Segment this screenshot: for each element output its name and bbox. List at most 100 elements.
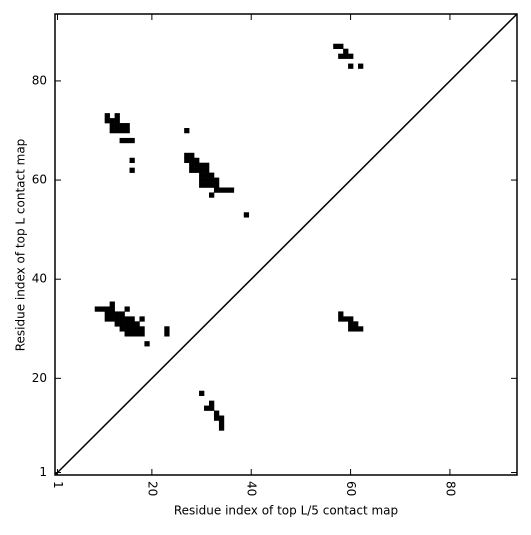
contact-cell bbox=[213, 415, 220, 421]
contact-cell bbox=[129, 167, 135, 173]
contact-cell bbox=[209, 400, 215, 406]
contact-cell bbox=[218, 415, 225, 421]
contact-cell bbox=[129, 331, 135, 337]
contact-cell bbox=[94, 306, 101, 312]
plot-frame bbox=[54, 13, 518, 476]
contact-cell bbox=[199, 167, 205, 173]
contact-cell bbox=[213, 410, 220, 416]
contact-cell bbox=[189, 157, 195, 164]
contact-cell bbox=[114, 113, 120, 119]
contact-cell bbox=[119, 316, 125, 322]
contact-cell bbox=[189, 167, 195, 173]
contact-cell bbox=[218, 187, 225, 193]
contact-cell bbox=[184, 152, 190, 159]
y-tick-label: 60 bbox=[32, 173, 47, 187]
x-tick-label: 40 bbox=[245, 481, 259, 496]
contact-cell bbox=[119, 128, 125, 134]
contact-cell bbox=[129, 157, 135, 164]
contact-cell bbox=[213, 177, 220, 183]
contact-cell bbox=[204, 172, 210, 178]
contact-cell bbox=[189, 162, 195, 168]
contact-cell bbox=[124, 316, 130, 322]
contact-cell bbox=[204, 167, 210, 173]
x-axis-label: Residue index of top L/5 contact map bbox=[174, 504, 398, 518]
contact-cell bbox=[109, 301, 115, 307]
contact-cell bbox=[199, 390, 205, 396]
contact-cell bbox=[199, 177, 205, 183]
contact-cell bbox=[144, 341, 150, 347]
contact-cell bbox=[119, 311, 125, 317]
contact-cell bbox=[228, 187, 235, 193]
contact-cell bbox=[204, 182, 210, 188]
contact-cell bbox=[114, 118, 120, 124]
contact-cell bbox=[343, 53, 349, 59]
contact-cell bbox=[184, 157, 190, 164]
contact-cell bbox=[114, 321, 120, 327]
contact-cell bbox=[213, 187, 220, 193]
contact-cell bbox=[194, 162, 200, 168]
contact-cell bbox=[124, 326, 130, 332]
contact-cell bbox=[204, 177, 210, 183]
contact-cell bbox=[114, 316, 120, 322]
contact-cell bbox=[139, 326, 145, 332]
contact-cell bbox=[338, 43, 344, 49]
contact-cell bbox=[139, 331, 145, 337]
contact-cell bbox=[199, 172, 205, 178]
contact-cell bbox=[164, 331, 170, 337]
contact-cell bbox=[164, 326, 170, 332]
contact-cell bbox=[348, 326, 354, 332]
contact-cell bbox=[124, 331, 130, 337]
contact-cell bbox=[184, 128, 190, 134]
contact-cell bbox=[348, 53, 354, 59]
contact-cell bbox=[119, 123, 125, 129]
contact-cell bbox=[338, 316, 344, 322]
contact-cell bbox=[189, 152, 195, 159]
contact-cell bbox=[139, 316, 145, 322]
y-axis-label: Residue index of top L contact map bbox=[14, 139, 28, 352]
x-tick-label: 60 bbox=[344, 481, 358, 496]
contact-cell bbox=[338, 53, 344, 59]
contact-cell bbox=[204, 405, 210, 411]
contact-cell bbox=[209, 192, 215, 198]
contact-cell bbox=[124, 137, 130, 144]
contact-cell bbox=[209, 405, 215, 411]
contact-cell bbox=[124, 128, 130, 134]
contact-cell bbox=[209, 172, 215, 178]
contact-cell bbox=[114, 123, 120, 129]
contact-cell bbox=[333, 43, 339, 49]
contact-cell bbox=[124, 321, 130, 327]
contact-cell bbox=[129, 321, 135, 327]
contact-cell bbox=[109, 123, 115, 129]
contact-cell bbox=[129, 326, 135, 332]
y-tick-label: 80 bbox=[32, 73, 47, 87]
contact-cell bbox=[204, 162, 210, 168]
contact-cell bbox=[199, 182, 205, 188]
contact-cell bbox=[134, 321, 140, 327]
contact-cell bbox=[119, 321, 125, 327]
contact-cell bbox=[358, 326, 364, 332]
contact-cell bbox=[343, 316, 349, 322]
contact-cell bbox=[223, 187, 230, 193]
contact-cell bbox=[119, 326, 125, 332]
contact-cell bbox=[109, 306, 115, 312]
contact-cell bbox=[134, 326, 140, 332]
contact-cell bbox=[348, 316, 354, 322]
contact-cell bbox=[109, 316, 115, 322]
contact-cell bbox=[209, 182, 215, 188]
x-tick-label: 20 bbox=[145, 481, 159, 496]
contact-cell bbox=[119, 137, 125, 144]
contact-cell bbox=[353, 326, 359, 332]
contact-cell bbox=[109, 118, 115, 124]
contact-cell bbox=[343, 48, 349, 54]
contact-cell bbox=[213, 182, 220, 188]
contact-cell bbox=[129, 137, 135, 144]
contact-cell bbox=[114, 311, 120, 317]
contact-cell bbox=[124, 123, 130, 129]
x-tick-label: 1 bbox=[51, 481, 65, 489]
diagonal bbox=[54, 13, 518, 476]
contact-cell bbox=[194, 167, 200, 173]
contact-cell bbox=[348, 63, 354, 69]
contact-cell bbox=[104, 311, 110, 317]
contact-cell bbox=[348, 321, 354, 327]
